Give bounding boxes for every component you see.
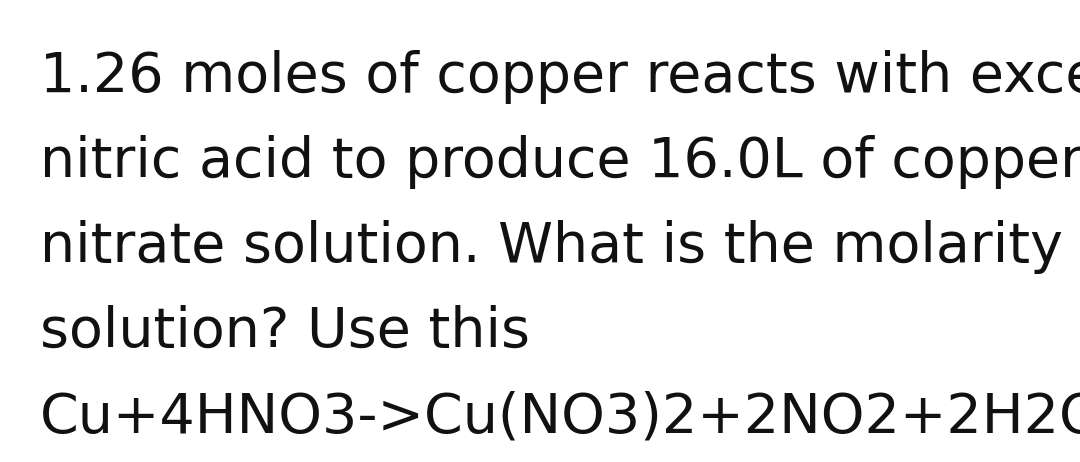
Text: solution? Use this: solution? Use this bbox=[40, 305, 530, 359]
Text: 1.26 moles of copper reacts with excess: 1.26 moles of copper reacts with excess bbox=[40, 50, 1080, 104]
Text: Cu+4HNO3->Cu(NO3)2+2NO2+2H2O: Cu+4HNO3->Cu(NO3)2+2NO2+2H2O bbox=[40, 390, 1080, 444]
Text: nitrate solution. What is the molarity of this: nitrate solution. What is the molarity o… bbox=[40, 220, 1080, 274]
Text: nitric acid to produce 16.0L of copper (II): nitric acid to produce 16.0L of copper (… bbox=[40, 135, 1080, 189]
